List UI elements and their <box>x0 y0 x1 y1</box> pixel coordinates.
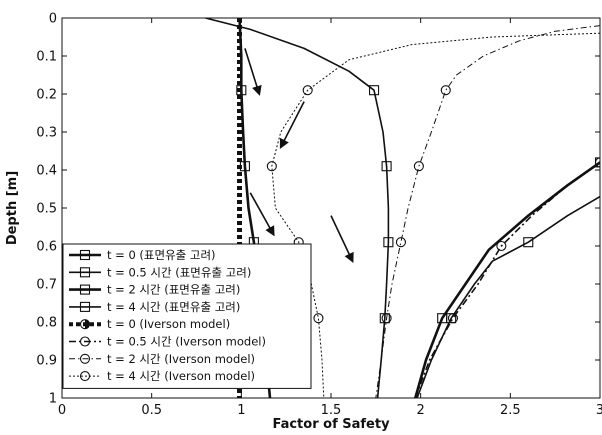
legend-label: t = 4 시간 (Iverson model) <box>107 369 255 383</box>
data-point <box>413 161 424 172</box>
data-point <box>440 85 451 96</box>
y-tick-label: 1 <box>49 392 57 407</box>
y-tick-label: 0.3 <box>36 126 57 141</box>
series-line <box>375 25 600 398</box>
y-axis-label: Depth [m] <box>5 171 20 245</box>
trend-arrow <box>249 192 275 237</box>
y-tick-label: 0.7 <box>36 278 57 293</box>
legend-marker <box>79 267 91 278</box>
x-tick-label: 3 <box>596 403 602 418</box>
y-tick-label: 0 <box>49 12 57 27</box>
legend-marker <box>79 284 91 295</box>
legend-marker <box>79 353 91 364</box>
y-tick-label: 0.1 <box>36 50 57 65</box>
y-tick-label: 0.6 <box>36 240 57 255</box>
data-point <box>383 237 394 248</box>
legend-label: t = 0.5 시간 (표면유출 고려) <box>107 265 251 279</box>
series-line <box>414 161 600 398</box>
legend-box <box>62 243 312 389</box>
data-point <box>381 313 392 324</box>
legend-marker <box>79 301 91 312</box>
trend-arrow <box>244 48 262 96</box>
data-point <box>302 85 313 96</box>
data-point <box>368 85 380 96</box>
legend-marker-fill <box>85 319 90 329</box>
data-point <box>313 313 324 324</box>
data-point <box>496 240 507 252</box>
legend-label: t = 0 (표면유출 고려) <box>107 248 216 262</box>
data-point <box>523 237 534 248</box>
x-tick-label: 0 <box>58 403 66 418</box>
series-8 <box>266 32 600 398</box>
legend-marker <box>79 336 91 347</box>
data-point <box>381 161 392 172</box>
x-tick-label: 2 <box>417 403 425 418</box>
x-tick-label: 2.5 <box>500 403 521 418</box>
x-tick-label: 0.5 <box>141 403 162 418</box>
series-line <box>205 18 390 398</box>
y-tick-label: 0.8 <box>36 316 57 331</box>
x-tick-label: 1 <box>237 403 245 418</box>
series-7 <box>375 25 600 398</box>
legend-label: t = 2 시간 (Iverson model) <box>107 352 255 366</box>
y-tick-label: 0.4 <box>36 164 57 179</box>
data-point <box>395 237 406 248</box>
legend-label: t = 0.5 시간 (Iverson model) <box>107 335 266 349</box>
x-tick-label: 1.5 <box>321 403 342 418</box>
x-axis-label: Factor of Safety <box>272 417 390 432</box>
legend-label: t = 0 (Iverson model) <box>107 317 230 331</box>
data-point <box>594 157 600 168</box>
data-point <box>236 85 247 96</box>
trend-arrow <box>279 101 305 149</box>
data-point <box>447 313 458 324</box>
trend-arrow <box>330 215 354 264</box>
legend: t = 0 (표면유출 고려) t = 0.5 시간 (표면유출 고려) t = 2… <box>62 243 312 389</box>
y-tick-label: 0.2 <box>36 88 57 103</box>
legend-marker <box>79 371 91 382</box>
series-6 <box>414 157 600 398</box>
y-tick-label: 0.5 <box>36 202 57 217</box>
data-point <box>266 161 277 172</box>
legend-marker <box>79 249 91 261</box>
annotation-layer <box>244 48 354 264</box>
series-line <box>271 32 600 398</box>
series-line <box>416 195 600 398</box>
tick-layer: 0 0.5 1 1.5 2 2.5 3 0 0.1 0.2 0.3 0.4 0.5 0.6 0.7 0.8 0.… <box>36 12 602 419</box>
y-tick-label: 0.9 <box>36 354 57 369</box>
legend-label: t = 4 시간 (표면유출 고려) <box>107 300 240 314</box>
legend-label: t = 2 시간 (표면유출 고려) <box>107 283 240 297</box>
